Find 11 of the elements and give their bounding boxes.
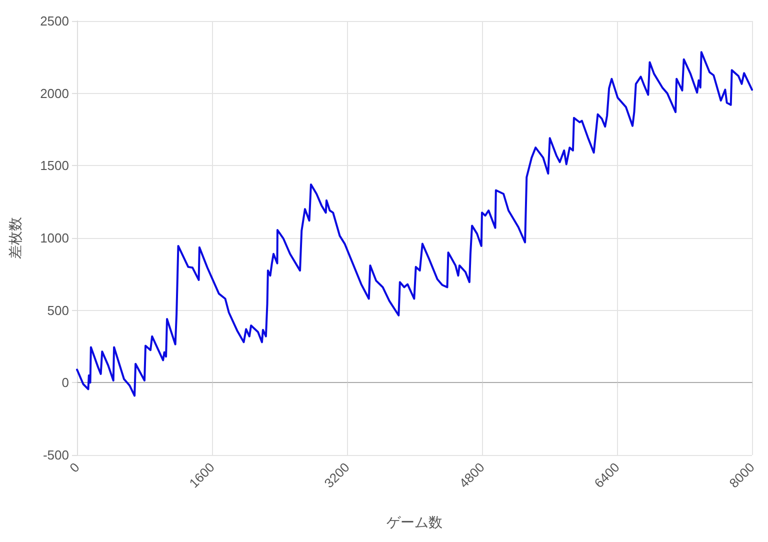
y-tick-label: 500 [47, 302, 69, 318]
x-tick-label: 0 [66, 460, 82, 476]
y-tick-label: 2500 [40, 14, 69, 28]
y-tick-label: 1000 [40, 230, 69, 246]
y-tick-label: 0 [62, 375, 69, 390]
x-axis-title: ゲーム数 [386, 514, 442, 530]
y-tick-label: 2000 [40, 86, 69, 101]
line-series [76, 51, 753, 397]
y-tick-label: -500 [42, 448, 69, 462]
y-axis-title: 差枚数 [7, 217, 23, 259]
y-tick-label: 1500 [40, 158, 69, 174]
